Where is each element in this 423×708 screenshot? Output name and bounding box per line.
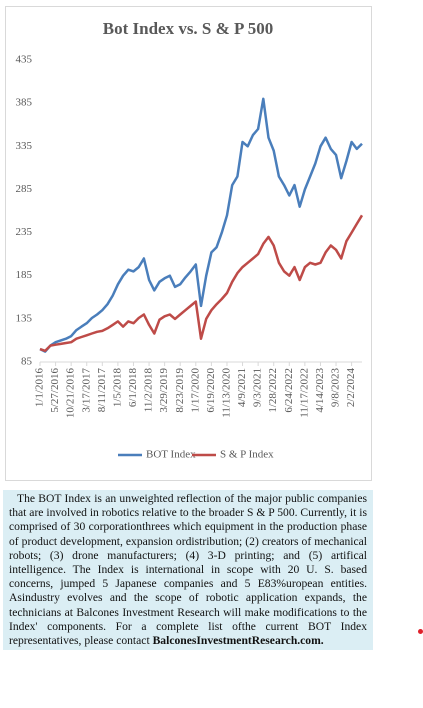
chart: Bot Index vs. S & P 500 85 135 185 235 285 33… xyxy=(5,6,372,481)
legend-label: S & P Index xyxy=(220,449,274,461)
x-tick-label: 6/24/2022 xyxy=(283,368,295,413)
y-tick-label: 285 xyxy=(16,183,33,195)
x-tick-label: 1/17/2020 xyxy=(189,368,201,413)
x-tick-label: 10/21/2016 xyxy=(65,368,77,419)
x-tick-label: 8/11/2017 xyxy=(96,368,108,413)
x-tick-label: 11/13/2020 xyxy=(220,368,232,418)
red-dot xyxy=(418,629,423,634)
y-tick-label: 435 xyxy=(16,54,33,66)
series-line xyxy=(39,214,364,353)
x-tick-label: 9/8/2023 xyxy=(330,368,342,408)
x-tick-label: 8/23/2019 xyxy=(174,368,186,413)
y-tick-label: 185 xyxy=(16,269,33,281)
chart-title: Bot Index vs. S & P 500 xyxy=(103,19,274,38)
x-tick-label: 1/5/2018 xyxy=(111,368,123,408)
y-tick-label: 85 xyxy=(21,356,33,368)
x-tick-label: 1/28/2022 xyxy=(267,368,279,413)
y-tick-label: 235 xyxy=(16,226,33,238)
x-tick-label: 6/19/2020 xyxy=(205,368,217,413)
chart-frame xyxy=(5,6,372,481)
y-tick-label: 335 xyxy=(16,140,33,152)
y-tick-label: 385 xyxy=(16,97,33,109)
x-tick-label: 2/2/2024 xyxy=(345,368,357,408)
y-tick-label: 135 xyxy=(16,312,33,324)
series-line xyxy=(39,97,363,353)
link-text: BalconesInvestmentResearch.com. xyxy=(152,634,324,648)
paragraph: The BOT Index is an unweighted reflectio… xyxy=(9,492,367,648)
legend-label: BOT Index xyxy=(146,449,196,461)
x-tick-label: 3/29/2019 xyxy=(158,368,170,413)
x-tick-label: 1/1/2016 xyxy=(34,368,46,408)
x-tick-label: 4/9/2021 xyxy=(236,368,248,407)
x-tick-label: 4/14/2023 xyxy=(314,368,326,413)
x-tick-label: 9/3/2021 xyxy=(252,368,264,407)
x-tick-label: 3/17/2017 xyxy=(80,368,92,413)
x-tick-label: 5/27/2016 xyxy=(49,368,61,413)
text-box: The BOT Index is an unweighted reflectio… xyxy=(3,490,373,651)
x-tick-label: 11/2/2018 xyxy=(143,368,155,413)
x-tick-label: 6/1/2018 xyxy=(127,368,139,408)
x-tick-label: 11/17/2022 xyxy=(298,368,310,418)
